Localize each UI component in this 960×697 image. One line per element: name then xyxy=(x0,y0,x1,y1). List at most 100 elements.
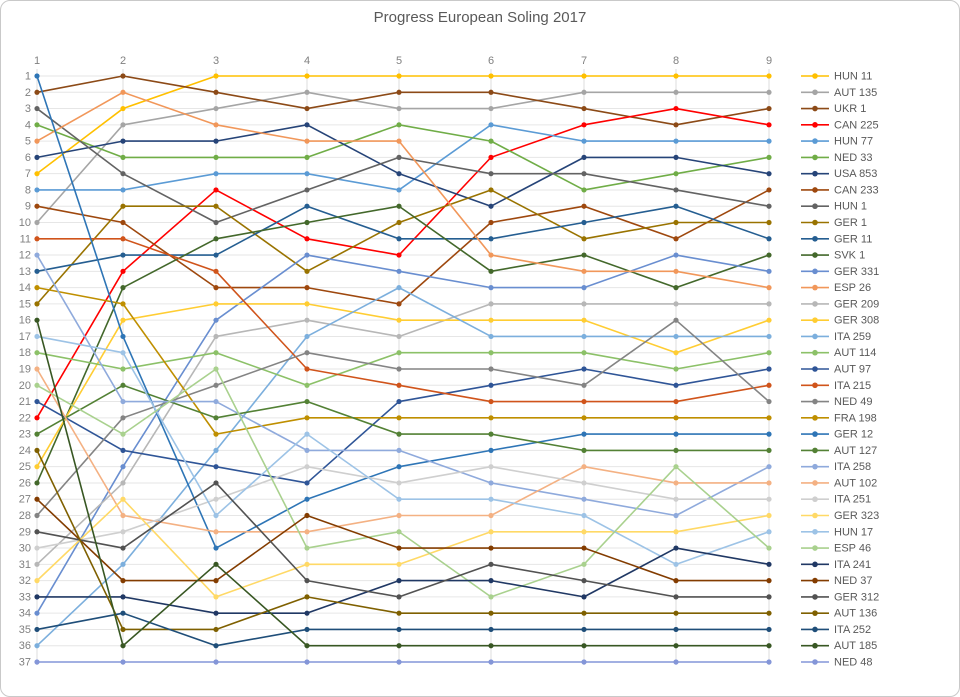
series-marker xyxy=(396,219,402,226)
series-marker xyxy=(213,105,219,112)
y-axis-label: 36 xyxy=(19,640,31,652)
series-marker xyxy=(120,301,126,307)
series-marker xyxy=(120,464,126,470)
series-marker xyxy=(673,415,679,421)
series-marker xyxy=(304,594,310,600)
series-marker xyxy=(34,89,40,95)
series-marker xyxy=(396,105,402,112)
x-axis-label: 4 xyxy=(304,55,310,67)
series-marker xyxy=(581,252,587,258)
legend-label: GER 11 xyxy=(834,233,872,245)
series-marker xyxy=(766,545,772,551)
series-marker xyxy=(581,171,587,177)
series-marker xyxy=(213,187,219,193)
y-axis-label: 6 xyxy=(25,152,31,164)
y-axis-label: 27 xyxy=(19,494,31,506)
y-axis-label: 2 xyxy=(25,87,31,99)
series-marker xyxy=(304,529,310,535)
legend-marker xyxy=(812,333,818,340)
legend-item: AUT 136 xyxy=(801,608,877,620)
series-marker xyxy=(120,512,126,519)
series-marker xyxy=(396,594,402,600)
legend-marker xyxy=(812,187,818,193)
series-marker xyxy=(34,333,40,340)
series-marker xyxy=(581,105,587,112)
series-marker xyxy=(766,578,772,584)
series-marker xyxy=(766,366,772,372)
series-marker xyxy=(304,138,310,144)
series-marker xyxy=(34,301,40,307)
legend-label: UKR 1 xyxy=(834,103,866,115)
series-marker xyxy=(488,317,494,323)
y-axis-label: 31 xyxy=(19,559,31,571)
series-marker xyxy=(488,236,494,242)
series-marker xyxy=(766,350,772,356)
y-axis-label: 10 xyxy=(19,217,31,229)
series-marker xyxy=(581,464,587,470)
legend-marker xyxy=(812,594,818,600)
series-marker xyxy=(673,561,679,567)
series-marker xyxy=(766,431,772,437)
legend-marker xyxy=(812,154,818,161)
series-marker xyxy=(488,643,494,649)
series-marker xyxy=(304,317,310,323)
series-marker xyxy=(213,252,219,258)
series-marker xyxy=(581,512,587,519)
x-axis-label: 9 xyxy=(766,55,772,67)
legend-marker xyxy=(812,415,818,421)
series-marker xyxy=(396,301,402,307)
series-marker xyxy=(488,285,494,291)
series-line xyxy=(36,107,770,419)
series-marker xyxy=(304,350,310,356)
legend-item: ITA 258 xyxy=(801,461,871,473)
series-marker xyxy=(488,545,494,551)
series-marker xyxy=(120,431,126,437)
y-axis-label: 14 xyxy=(19,282,31,294)
series-marker xyxy=(673,398,679,405)
series-marker xyxy=(120,171,126,177)
series-marker xyxy=(213,154,219,160)
series-marker xyxy=(766,398,772,405)
series-marker xyxy=(34,171,40,177)
series-marker xyxy=(488,610,494,616)
legend-label: ESP 26 xyxy=(834,282,871,294)
series-marker xyxy=(488,431,494,437)
series-marker xyxy=(581,398,587,405)
legend-label: ITA 258 xyxy=(834,461,871,473)
legend-marker xyxy=(812,528,818,535)
series-marker xyxy=(766,154,772,160)
y-axis-label: 32 xyxy=(19,575,31,587)
legend-marker xyxy=(812,252,818,258)
y-axis-label: 25 xyxy=(19,461,31,473)
series-marker xyxy=(120,285,126,291)
series-marker xyxy=(673,382,679,388)
series-marker xyxy=(304,561,310,567)
legend-marker xyxy=(812,105,818,112)
series-marker xyxy=(34,626,40,633)
legend-marker xyxy=(812,170,818,177)
series-marker xyxy=(488,171,494,177)
legend-item: GER 209 xyxy=(801,298,879,310)
series-marker xyxy=(488,480,494,486)
series-marker xyxy=(673,268,679,274)
legend-label: AUT 136 xyxy=(834,608,877,620)
series-marker xyxy=(34,447,40,453)
series-marker xyxy=(120,187,126,193)
series-marker xyxy=(396,578,402,584)
series-marker xyxy=(304,626,310,633)
legend-label: GER 331 xyxy=(834,266,879,278)
series-marker xyxy=(304,545,310,551)
series-marker xyxy=(120,659,126,665)
legend-label: HUN 17 xyxy=(834,526,873,538)
series-marker xyxy=(766,122,772,128)
series-marker xyxy=(766,512,772,519)
legend-marker xyxy=(812,398,818,405)
y-axis-label: 30 xyxy=(19,543,31,555)
series-marker xyxy=(488,366,494,372)
series-marker xyxy=(120,366,126,372)
series-marker xyxy=(766,171,772,177)
series-marker xyxy=(396,659,402,665)
series-marker xyxy=(304,105,310,112)
series-marker xyxy=(673,643,679,649)
series-marker xyxy=(213,203,219,209)
